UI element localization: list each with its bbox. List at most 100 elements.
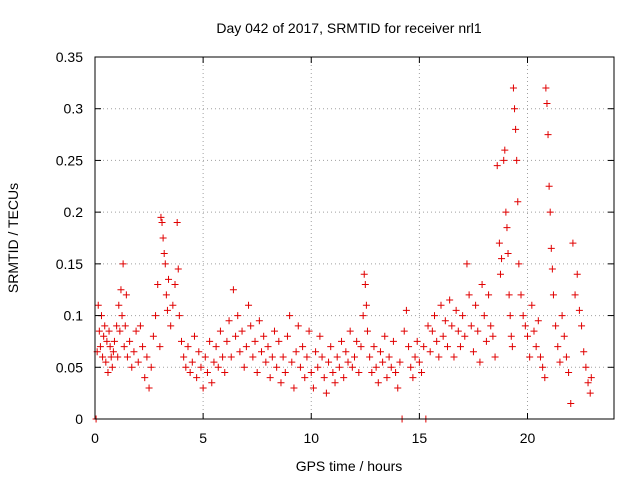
grid-lines bbox=[95, 57, 614, 419]
data-point bbox=[578, 322, 585, 329]
data-point bbox=[277, 379, 284, 386]
data-point bbox=[232, 333, 239, 340]
data-point bbox=[470, 348, 477, 355]
data-point bbox=[319, 353, 326, 360]
data-point bbox=[366, 353, 373, 360]
data-point bbox=[109, 364, 116, 371]
data-point bbox=[355, 369, 362, 376]
data-point bbox=[574, 271, 581, 278]
data-point bbox=[120, 260, 127, 267]
data-point bbox=[401, 328, 408, 335]
data-point bbox=[141, 374, 148, 381]
data-point bbox=[245, 302, 252, 309]
data-point bbox=[507, 312, 514, 319]
x-axis-label: GPS time / hours bbox=[296, 458, 403, 474]
y-tick-label: 0.05 bbox=[56, 359, 83, 375]
data-point bbox=[545, 131, 552, 138]
data-point bbox=[178, 338, 185, 345]
data-point bbox=[543, 100, 550, 107]
data-point bbox=[498, 255, 505, 262]
data-point bbox=[243, 343, 250, 350]
data-point bbox=[160, 235, 167, 242]
y-tick-label: 0.1 bbox=[64, 308, 84, 324]
data-point bbox=[143, 353, 150, 360]
data-point bbox=[102, 359, 109, 366]
data-point bbox=[429, 328, 436, 335]
data-point bbox=[535, 317, 542, 324]
data-point bbox=[135, 359, 142, 366]
data-point bbox=[582, 364, 589, 371]
data-point bbox=[483, 338, 490, 345]
data-point bbox=[157, 214, 164, 221]
y-tick-label: 0.2 bbox=[64, 204, 84, 220]
data-point bbox=[150, 333, 157, 340]
data-point bbox=[450, 353, 457, 360]
data-point bbox=[195, 348, 202, 355]
data-point bbox=[154, 281, 161, 288]
data-point bbox=[124, 353, 131, 360]
data-point bbox=[223, 338, 230, 345]
data-point bbox=[191, 333, 198, 340]
data-point bbox=[580, 348, 587, 355]
data-point bbox=[485, 291, 492, 298]
data-point bbox=[226, 317, 233, 324]
data-point bbox=[236, 348, 243, 355]
data-point bbox=[442, 317, 449, 324]
y-tick-label: 0 bbox=[75, 411, 83, 427]
data-point bbox=[280, 353, 287, 360]
data-point bbox=[435, 353, 442, 360]
data-point bbox=[152, 312, 159, 319]
data-point bbox=[314, 364, 321, 371]
data-point bbox=[539, 364, 546, 371]
data-point bbox=[206, 338, 213, 345]
data-points bbox=[93, 85, 595, 423]
data-point bbox=[271, 328, 278, 335]
data-point bbox=[556, 359, 563, 366]
data-point bbox=[133, 328, 140, 335]
data-point bbox=[241, 364, 248, 371]
data-point bbox=[505, 250, 512, 257]
data-point bbox=[357, 343, 364, 350]
data-point bbox=[459, 312, 466, 319]
data-point bbox=[175, 266, 182, 273]
data-point bbox=[210, 359, 217, 366]
data-point bbox=[448, 322, 455, 329]
data-point bbox=[247, 322, 254, 329]
data-point bbox=[476, 359, 483, 366]
data-point bbox=[412, 353, 419, 360]
data-point bbox=[180, 353, 187, 360]
data-point bbox=[254, 369, 261, 376]
data-point bbox=[148, 364, 155, 371]
data-point bbox=[174, 219, 181, 226]
data-point bbox=[249, 353, 256, 360]
y-tick-label: 0.3 bbox=[64, 101, 84, 117]
data-point bbox=[509, 343, 516, 350]
chart-title: Day 042 of 2017, SRMTID for receiver nrl… bbox=[216, 20, 482, 36]
data-point bbox=[457, 343, 464, 350]
data-point bbox=[301, 374, 308, 381]
data-point bbox=[256, 317, 263, 324]
data-point bbox=[290, 384, 297, 391]
plot-frame bbox=[95, 57, 614, 419]
data-point bbox=[217, 328, 224, 335]
data-point bbox=[510, 85, 517, 92]
data-point bbox=[392, 369, 399, 376]
data-point bbox=[386, 353, 393, 360]
data-point bbox=[119, 312, 126, 319]
data-point bbox=[409, 374, 416, 381]
data-point bbox=[282, 369, 289, 376]
data-point bbox=[130, 348, 137, 355]
data-point bbox=[479, 281, 486, 288]
data-point bbox=[433, 338, 440, 345]
data-point bbox=[342, 348, 349, 355]
data-point bbox=[363, 302, 370, 309]
data-point bbox=[440, 333, 447, 340]
x-tick-labels: 0 5 10 15 20 bbox=[91, 430, 535, 446]
data-point bbox=[587, 390, 594, 397]
data-point bbox=[284, 333, 291, 340]
data-point bbox=[96, 328, 103, 335]
data-point bbox=[377, 348, 384, 355]
data-point bbox=[252, 338, 259, 345]
data-point bbox=[528, 302, 535, 309]
